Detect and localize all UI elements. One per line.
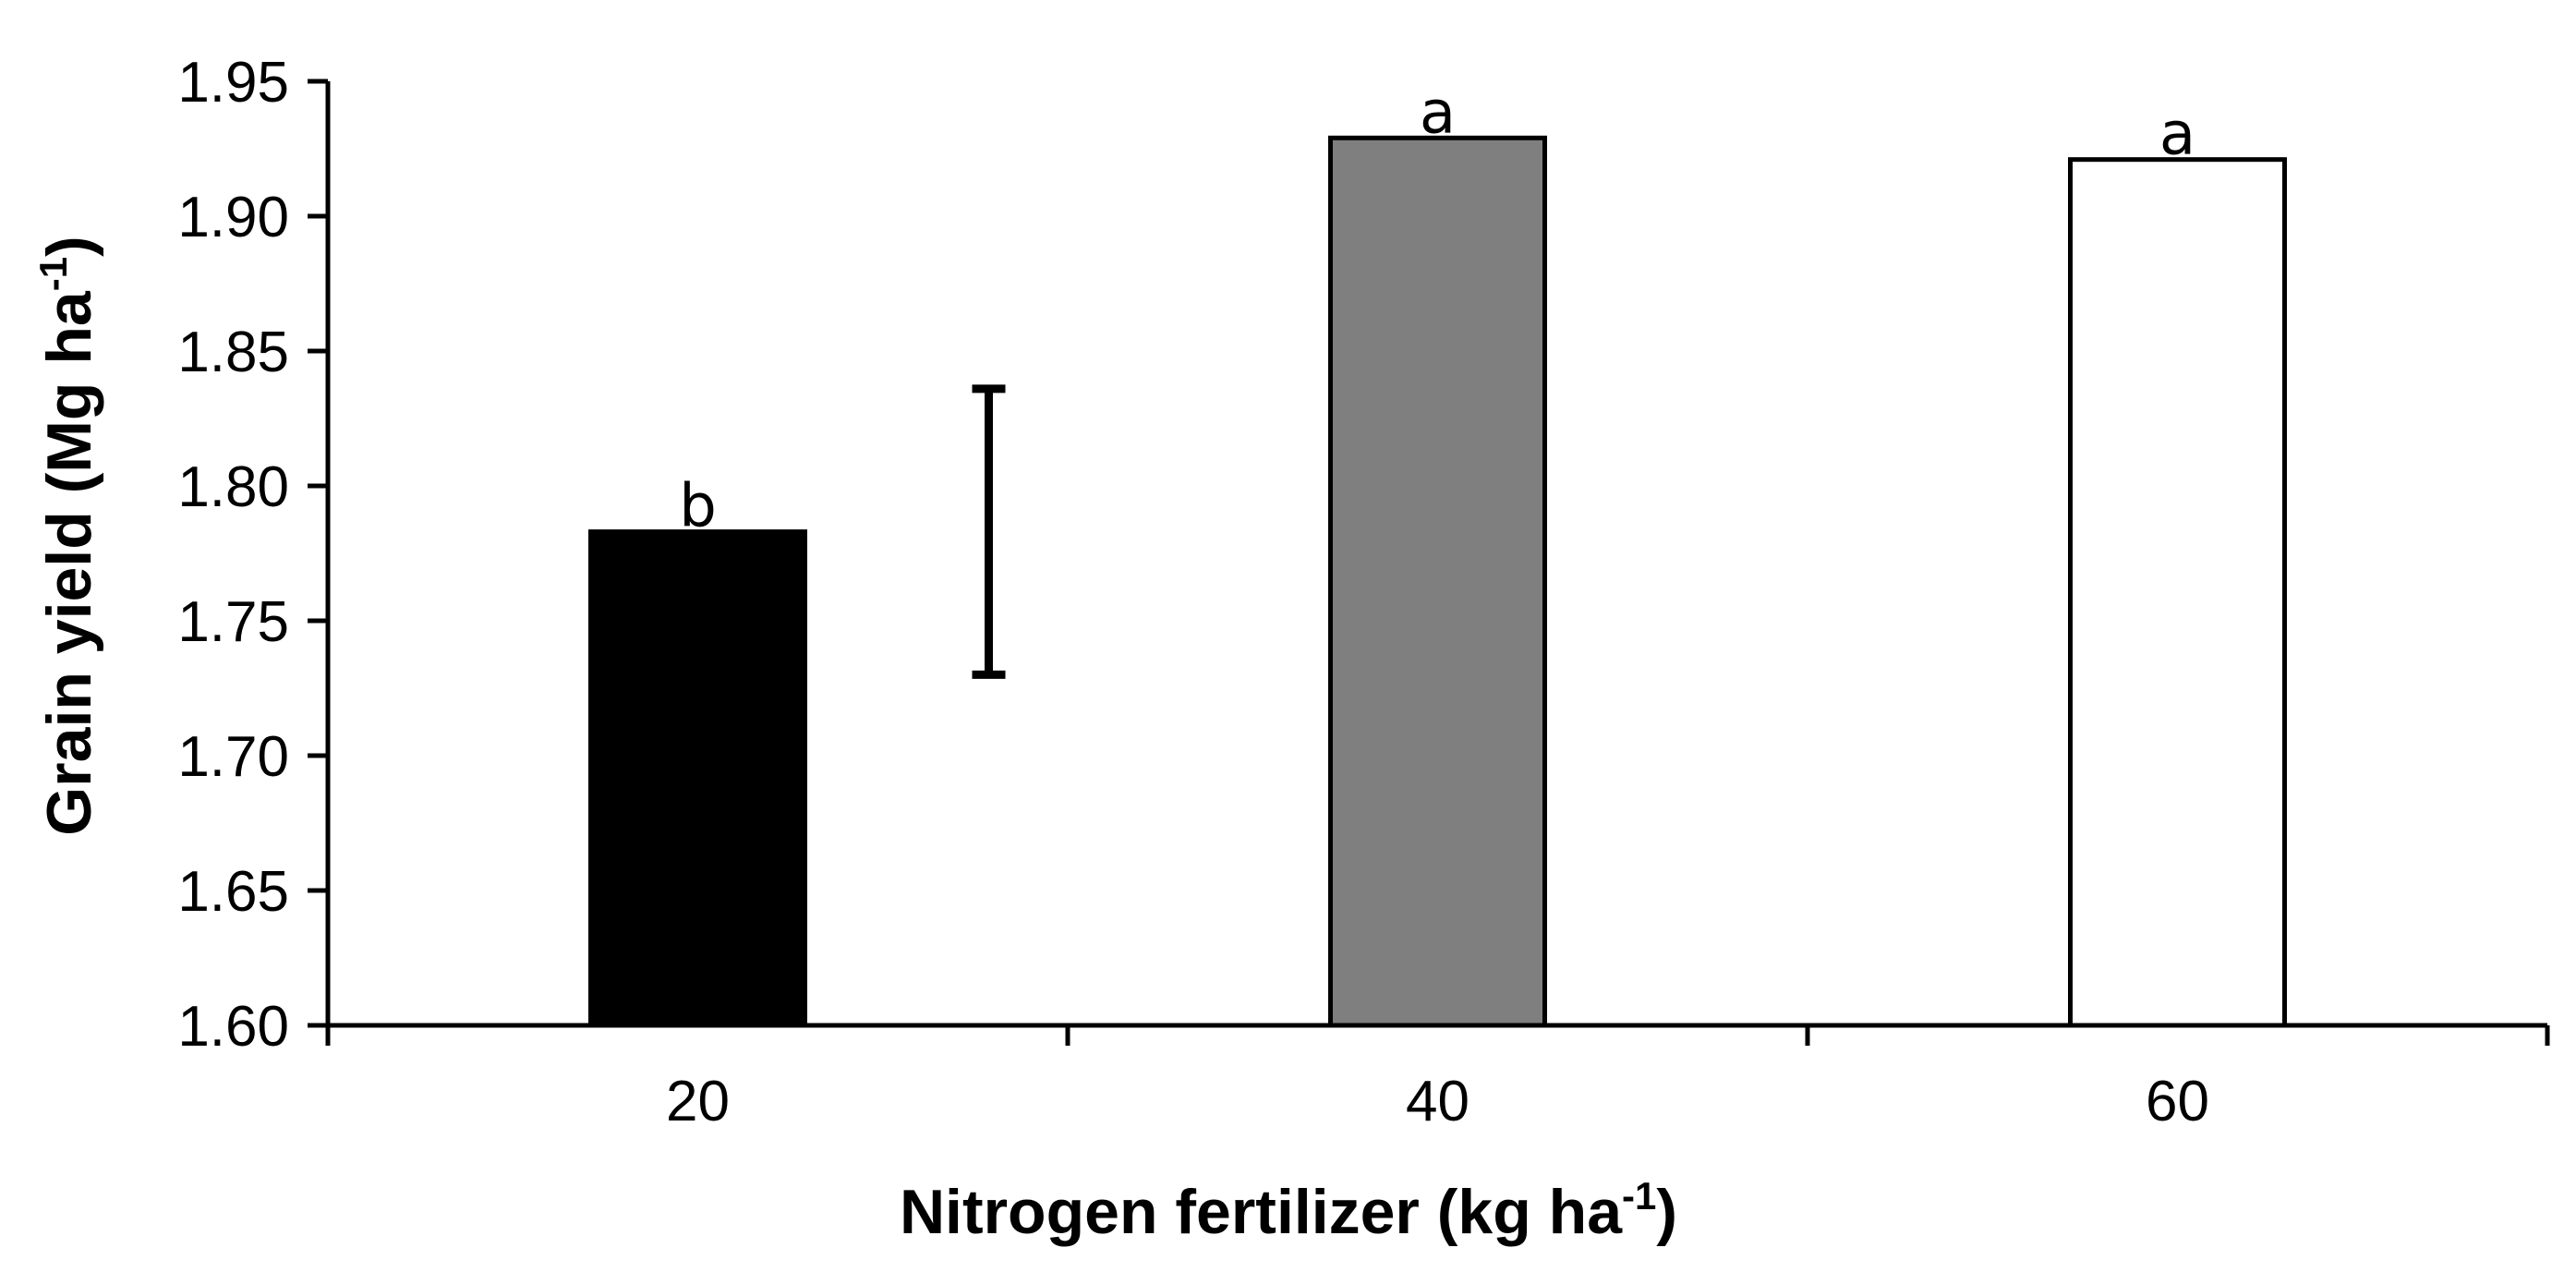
bar-40 (1328, 135, 1547, 1028)
y-tick-label-1.65: 1.65 (177, 860, 289, 924)
x-tick-label-40: 40 (1406, 1070, 1469, 1133)
x-axis-title-superscript: -1 (1622, 1174, 1656, 1217)
y-axis-title-suffix: ) (34, 236, 104, 257)
bar-60 (2068, 157, 2287, 1028)
y-tick-label-1.60: 1.60 (177, 995, 289, 1059)
y-tick-label-1.70: 1.70 (177, 725, 289, 789)
bar-20 (588, 529, 807, 1028)
y-tick-label-1.80: 1.80 (177, 455, 289, 519)
bars-layer (588, 135, 2287, 1028)
y-tick-label-1.75: 1.75 (177, 590, 289, 654)
x-tick-label-20: 20 (666, 1070, 730, 1133)
x-tick-label-60: 60 (2146, 1070, 2209, 1133)
tick-labels-layer: 20 40 60 1.60 1.65 1.70 1.75 1.80 1.85 1.90 1.95 (177, 51, 2209, 1133)
error-bar-layer (972, 384, 1006, 679)
x-axis-title-suffix: ) (1656, 1177, 1677, 1247)
y-axis-title-superscript: -1 (31, 257, 75, 291)
y-axis-title-main: Grain yield (Mg ha (34, 290, 104, 836)
x-axis-title-main: Nitrogen fertilizer (kg ha (900, 1177, 1623, 1247)
significance-label-40: a (1420, 79, 1456, 147)
y-tick-label-1.95: 1.95 (177, 51, 289, 115)
y-tick-label-1.85: 1.85 (177, 321, 289, 384)
significance-label-60: a (2159, 101, 2195, 169)
significance-label-20: b (679, 473, 717, 541)
y-tick-label-1.90: 1.90 (177, 186, 289, 249)
x-axis-title: Nitrogen fertilizer (kg ha-1) (900, 1174, 1677, 1247)
significance-labels-layer: b a a (679, 79, 2195, 540)
y-axis-title: Grain yield (Mg ha-1) (31, 236, 104, 835)
axes-layer (308, 79, 2550, 1046)
